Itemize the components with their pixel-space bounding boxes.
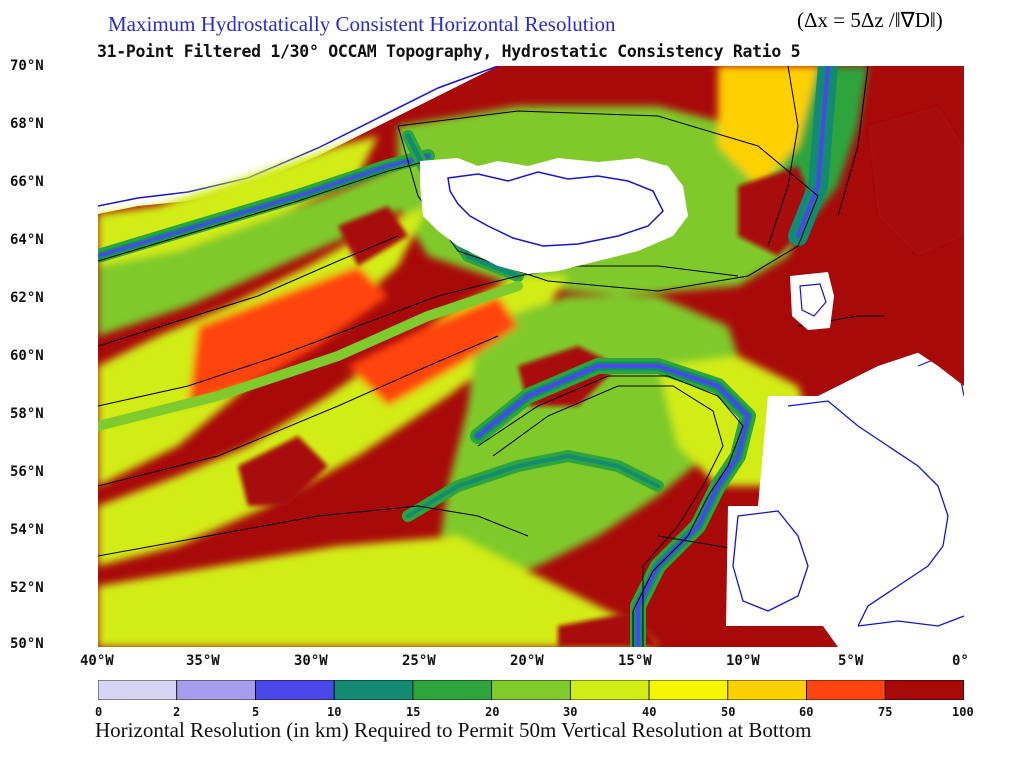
colorbar-tick-10: 10	[327, 705, 342, 719]
lon-label-40w: 40°W	[80, 653, 114, 669]
norway-shelf	[878, 276, 964, 386]
lat-label-58n: 58°N	[10, 406, 44, 422]
lat-label-60n: 60°N	[10, 348, 44, 364]
lat-label-56n: 56°N	[10, 464, 44, 480]
greenland-land	[98, 66, 498, 214]
lon-label-5w: 5°W	[838, 653, 864, 669]
colorbar-tick-40: 40	[642, 705, 657, 719]
map-title-line1: Maximum Hydrostatically Consistent Horiz…	[108, 12, 616, 36]
colorbar-swatch-0	[97, 679, 178, 701]
lon-label-20w: 20°W	[510, 653, 544, 669]
colorbar-swatch-8	[727, 679, 807, 701]
iceland	[420, 158, 688, 274]
colorbar-swatch-4	[412, 679, 493, 701]
colorbar-tick-15: 15	[406, 705, 421, 719]
colorbar-swatch-7	[648, 679, 729, 701]
lat-label-62n: 62°N	[10, 290, 44, 306]
greenland-coastline	[97, 65, 499, 207]
faroe-islands	[790, 272, 834, 330]
depth-contours	[97, 65, 965, 647]
lat-label-68n: 68°N	[10, 116, 44, 132]
lat-label-66n: 66°N	[10, 174, 44, 190]
lon-label-10w: 10°W	[726, 653, 760, 669]
colorbar-swatch-2	[255, 679, 335, 701]
colorbar-swatches	[97, 679, 965, 701]
colorbar-tick-30: 30	[563, 705, 578, 719]
colorbar-swatch-9	[806, 679, 886, 701]
colorbar-swatch-1	[176, 679, 256, 701]
resolution-map	[91, 56, 965, 655]
colorbar-tick-20: 20	[485, 705, 500, 719]
colorbar-swatch-5	[491, 679, 571, 701]
colorbar-caption: Horizontal Resolution (in km) Required t…	[95, 718, 812, 742]
lat-label-52n: 52°N	[10, 580, 44, 596]
colorbar-tick-100: 100	[952, 705, 974, 719]
lon-label-30w: 30°W	[294, 653, 328, 669]
colorbar-tick-5: 5	[252, 705, 260, 719]
steep-channels	[91, 56, 838, 655]
map-title-line2: 31-Point Filtered 1/30° OCCAM Topography…	[97, 42, 801, 61]
formula-label: (Δx = 5Δz /‖∇D‖)	[797, 8, 943, 32]
colorbar-swatch-3	[333, 679, 414, 701]
lon-label-15w: 15°W	[618, 653, 652, 669]
colorbar-swatch-10	[884, 679, 965, 701]
lat-label-50n: 50°N	[10, 636, 44, 652]
colorbar-tick-60: 60	[799, 705, 814, 719]
map-canvas	[91, 56, 965, 655]
lon-label-35w: 35°W	[186, 653, 220, 669]
colorbar-tick-0: 0	[95, 705, 103, 719]
colorbar-swatch-6	[569, 679, 650, 701]
colorbar-tick-75: 75	[878, 705, 893, 719]
colorbar-tick-50: 50	[721, 705, 736, 719]
colorbar-tick-2: 2	[173, 705, 181, 719]
lat-label-64n: 64°N	[10, 232, 44, 248]
lat-label-54n: 54°N	[10, 522, 44, 538]
colorbar	[97, 679, 965, 701]
lon-label-0: 0°	[952, 653, 969, 669]
lon-label-25w: 25°W	[402, 653, 436, 669]
lat-label-70n: 70°N	[10, 58, 44, 74]
